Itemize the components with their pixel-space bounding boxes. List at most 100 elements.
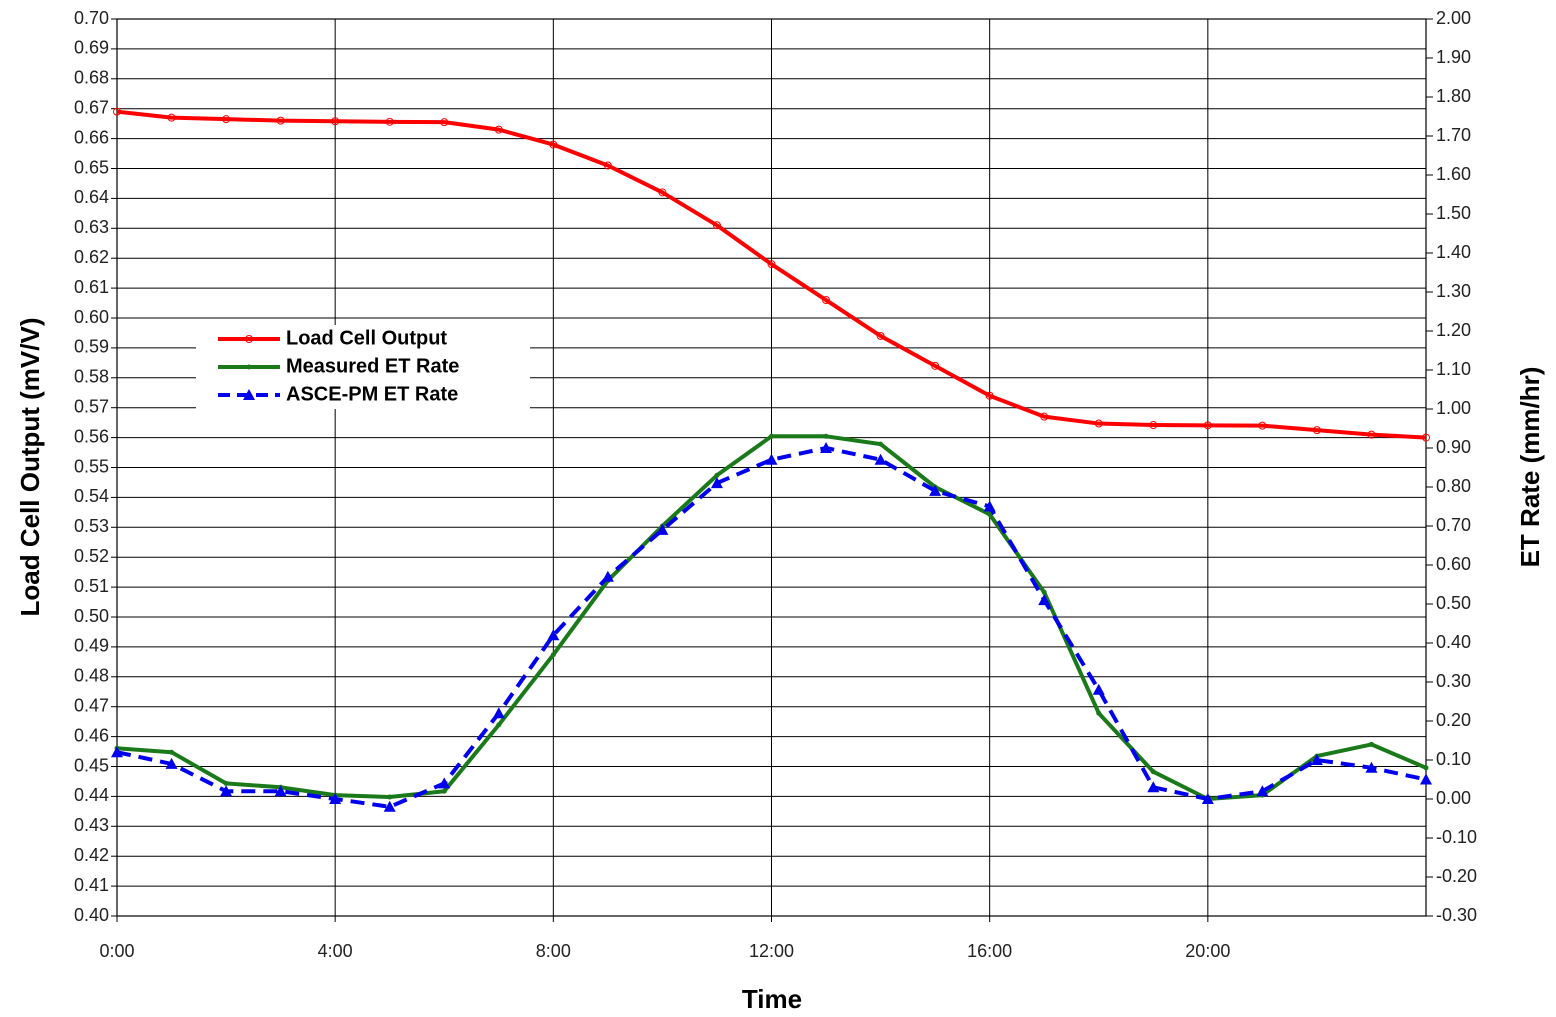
y2-tick-label: 0.50 [1436, 593, 1471, 613]
marker [440, 118, 449, 127]
marker [169, 749, 175, 755]
marker [549, 140, 558, 149]
marker [441, 788, 447, 794]
marker [769, 433, 774, 439]
series-line [116, 109, 1427, 440]
y-tick-label: 0.40 [74, 905, 109, 925]
y2-tick-label: 0.30 [1436, 671, 1471, 691]
y-tick-label: 0.55 [74, 456, 109, 476]
y2-tick-label: 0.20 [1436, 710, 1471, 730]
y-tick-label: 0.43 [74, 815, 109, 835]
legend-label: Load Cell Output [286, 327, 447, 349]
y-tick-label: 0.59 [74, 337, 109, 357]
y2-tick-label: 1.20 [1436, 320, 1471, 340]
marker [1203, 421, 1212, 430]
marker [1041, 589, 1047, 595]
marker [1422, 433, 1430, 442]
y-tick-label: 0.44 [74, 785, 109, 805]
y2-tick-label: 1.70 [1436, 125, 1471, 145]
y-tick-label: 0.51 [74, 576, 109, 596]
y2-tick-label: 1.50 [1436, 203, 1471, 223]
marker [765, 453, 778, 465]
marker [820, 442, 833, 453]
marker [438, 777, 451, 789]
x-axis-title: Time [742, 984, 802, 1014]
marker [983, 500, 996, 512]
marker [276, 116, 285, 125]
y2-tick-label: -0.20 [1436, 866, 1477, 886]
y2-tick-label: 0.40 [1436, 632, 1471, 652]
marker [494, 125, 503, 134]
y-tick-label: 0.61 [74, 277, 109, 297]
marker [385, 117, 394, 126]
marker [1094, 419, 1103, 428]
marker [496, 722, 502, 728]
marker [1365, 761, 1378, 773]
marker [223, 780, 229, 786]
legend-label: Measured ET Rate [286, 355, 459, 377]
marker [387, 794, 393, 800]
x-tick-label: 4:00 [318, 941, 353, 961]
marker [331, 117, 340, 126]
plot-border [116, 18, 1427, 917]
y-tick-label: 0.63 [74, 217, 109, 237]
y2-tick-label: 0.90 [1436, 437, 1471, 457]
marker [874, 453, 887, 465]
y2-tick-label: 0.00 [1436, 788, 1471, 808]
y-tick-label: 0.60 [74, 307, 109, 327]
marker [1367, 430, 1376, 439]
y-tick-label: 0.70 [74, 8, 109, 28]
x-tick-label: 16:00 [967, 941, 1012, 961]
marker [1423, 765, 1429, 771]
y2-tick-label: 0.60 [1436, 554, 1471, 574]
marker [1258, 421, 1267, 430]
legend: Load Cell Output Measured ET Rate ASCE-PM … [196, 325, 530, 409]
marker [876, 331, 885, 340]
y-tick-label: 0.58 [74, 367, 109, 387]
marker [767, 260, 776, 269]
y-tick-label: 0.46 [74, 725, 109, 745]
marker [710, 477, 723, 489]
marker [113, 107, 121, 116]
marker [603, 161, 612, 170]
y-tick-label: 0.57 [74, 396, 109, 416]
marker [1420, 773, 1432, 785]
marker [601, 570, 614, 582]
marker [1201, 793, 1214, 804]
marker [550, 652, 556, 658]
y-tick-label: 0.53 [74, 516, 109, 536]
marker [714, 472, 720, 478]
y2-axis-title: ET Rate (mm/hr) [1515, 367, 1545, 568]
x-tick-label: 8:00 [536, 941, 571, 961]
y-tick-label: 0.68 [74, 68, 109, 88]
y2-tick-label: 1.10 [1436, 359, 1471, 379]
marker [1368, 741, 1374, 747]
y-axis-title: Load Cell Output (mV/V) [15, 318, 45, 617]
y-tick-label: 0.52 [74, 546, 109, 566]
marker [658, 188, 667, 197]
legend-marker [246, 364, 252, 370]
marker [274, 785, 287, 797]
y2-tick-label: 2.00 [1436, 8, 1471, 28]
marker [985, 391, 994, 400]
y-tick-label: 0.64 [74, 187, 109, 207]
marker [383, 800, 396, 812]
marker [1310, 754, 1323, 765]
marker [822, 296, 831, 305]
y-tick-label: 0.42 [74, 845, 109, 865]
y2-tick-label: 1.30 [1436, 281, 1471, 301]
y2-tick-label: 0.80 [1436, 476, 1471, 496]
y2-tick-label: 0.70 [1436, 515, 1471, 535]
y-tick-label: 0.56 [74, 426, 109, 446]
y2-tick-label: -0.30 [1436, 905, 1477, 925]
marker [1092, 683, 1105, 695]
marker [1147, 781, 1160, 793]
y2-tick-label: 1.90 [1436, 47, 1471, 67]
legend-marker [243, 389, 255, 400]
marker [1150, 769, 1156, 775]
marker [1149, 421, 1158, 430]
marker [712, 221, 721, 230]
y2-tick-label: 1.60 [1436, 164, 1471, 184]
